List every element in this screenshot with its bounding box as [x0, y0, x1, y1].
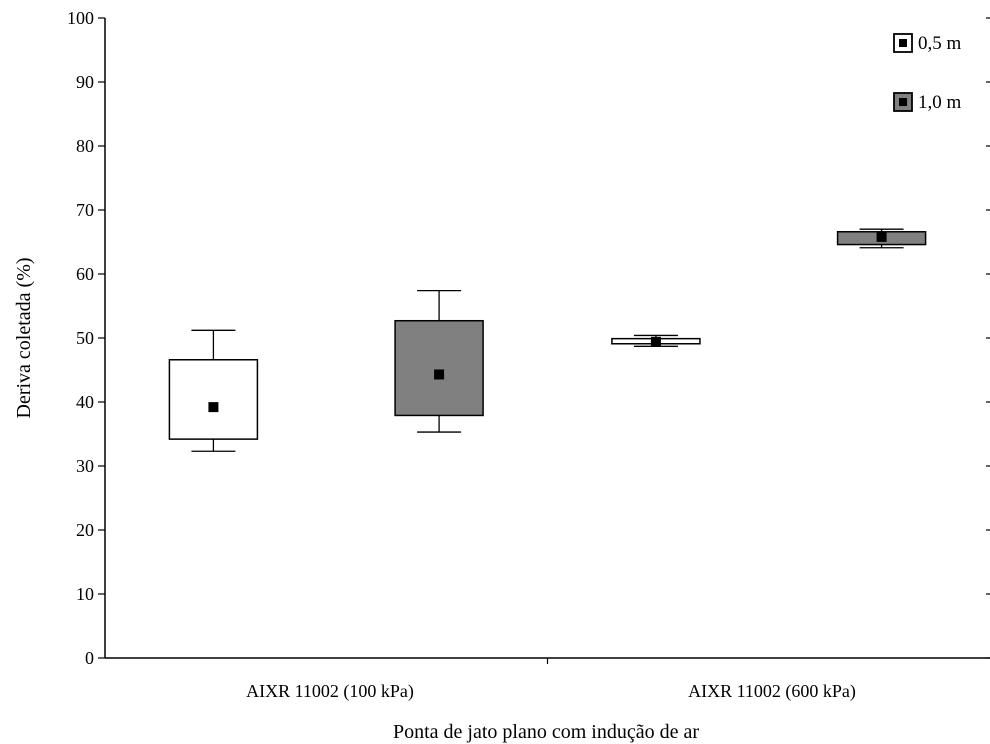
legend-label-0: 0,5 m: [918, 33, 962, 54]
y-tick-label-4: 40: [76, 392, 94, 412]
box-0-0-rect: [168, 359, 259, 440]
y-tick-label-1: 10: [76, 584, 94, 604]
y-tick-label-7: 70: [76, 200, 94, 220]
y-tick-label-8: 80: [76, 136, 94, 156]
y-axis-title: Deriva coletada (%): [13, 257, 35, 418]
x-axis-title: Ponta de jato plano com indução de ar: [393, 721, 699, 743]
box-1-1-mean-marker: [876, 231, 887, 242]
box-0-0-mean-marker: [208, 402, 219, 413]
box-1-0-mean-marker: [434, 369, 445, 380]
y-tick-label-6: 60: [76, 264, 94, 284]
y-tick-label-3: 30: [76, 456, 94, 476]
legend: 0,5 m 1,0 m: [893, 33, 962, 113]
x-category-label-0: AIXR 11002 (100 kPa): [246, 681, 414, 702]
y-tick-label-0: 0: [85, 648, 94, 668]
legend-swatch-marker-1: [899, 98, 907, 106]
y-tick-label-9: 90: [76, 72, 94, 92]
y-tick-label-2: 20: [76, 520, 94, 540]
y-axis-ticks: 0 10 20 30 40 50 60 70 80 90 100: [67, 8, 990, 668]
box-1-0-rect: [394, 319, 484, 417]
y-tick-label-5: 50: [76, 328, 94, 348]
y-tick-label-10: 100: [67, 8, 94, 28]
legend-swatch-marker-0: [899, 39, 907, 47]
plot-area: [168, 228, 927, 664]
legend-label-1: 1,0 m: [918, 92, 962, 113]
x-category-label-1: AIXR 11002 (600 kPa): [688, 681, 856, 702]
box-0-1-mean-marker: [650, 336, 661, 347]
